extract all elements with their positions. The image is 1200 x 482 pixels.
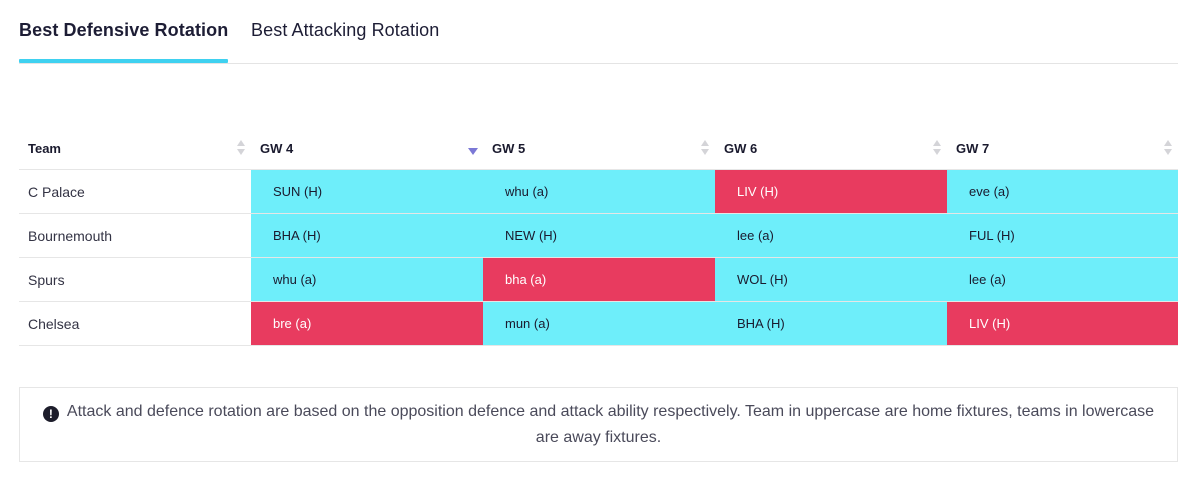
column-header-label: GW 5 [492,140,526,156]
column-header-label: GW 6 [724,140,758,156]
column-header-team[interactable]: Team [19,126,251,170]
info-icon: ! [42,405,59,422]
tab-best-attacking-rotation[interactable]: Best Attacking Rotation [251,20,440,40]
column-header-gw7[interactable]: GW 7 [947,126,1178,170]
table-row: Chelsea bre (a) mun (a) BHA (H) LIV (H) [19,302,1178,346]
fixture-cell: lee (a) [947,258,1178,301]
team-name: Bournemouth [28,227,113,244]
column-header-gw4[interactable]: GW 4 [251,126,483,170]
sort-toggle-icon[interactable] [237,140,245,156]
column-header-label: GW 4 [260,140,294,156]
fixture-cell: BHA (H) [251,214,483,257]
rotation-table: Team GW 4 GW 5 GW 6 GW 7 C Palace SUN (H… [19,126,1178,346]
column-header-gw6[interactable]: GW 6 [715,126,947,170]
sort-toggle-icon[interactable] [933,140,941,156]
column-header-gw5[interactable]: GW 5 [483,126,715,170]
info-note-text: Attack and defence rotation are based on… [66,402,1155,446]
fixture-cell: LIV (H) [947,302,1178,345]
table-row: C Palace SUN (H) whu (a) LIV (H) eve (a) [19,170,1178,214]
info-note-body: ! Attack and defence rotation are based o… [34,399,1163,451]
team-name: C Palace [28,183,85,200]
fixture-cell: WOL (H) [715,258,947,301]
fixture-cell: bre (a) [251,302,483,345]
table-row: Bournemouth BHA (H) NEW (H) lee (a) FUL … [19,214,1178,258]
fixture-cell: BHA (H) [715,302,947,345]
column-header-label: Team [28,140,61,156]
fixture-cell: SUN (H) [251,170,483,213]
fixture-cell: whu (a) [251,258,483,301]
fixture-cell: FUL (H) [947,214,1178,257]
fixture-cell: lee (a) [715,214,947,257]
team-name: Spurs [28,271,65,288]
rotation-tabs: Best Defensive Rotation Best Attacking R… [19,0,1178,64]
table-row: Spurs whu (a) bha (a) WOL (H) lee (a) [19,258,1178,302]
fixture-cell: mun (a) [483,302,715,345]
fixture-cell: LIV (H) [715,170,947,213]
info-note: ! Attack and defence rotation are based o… [19,387,1178,462]
tab-best-defensive-rotation[interactable]: Best Defensive Rotation [19,18,229,63]
fixture-cell: whu (a) [483,170,715,213]
sort-toggle-icon[interactable] [701,140,709,156]
table-header-row: Team GW 4 GW 5 GW 6 GW 7 [19,126,1178,170]
column-header-label: GW 7 [956,140,990,156]
sort-descending-icon[interactable] [468,148,478,155]
team-name: Chelsea [28,315,80,332]
fixture-cell: bha (a) [483,258,715,301]
fixture-cell: eve (a) [947,170,1178,213]
sort-toggle-icon[interactable] [1164,140,1172,156]
fixture-cell: NEW (H) [483,214,715,257]
